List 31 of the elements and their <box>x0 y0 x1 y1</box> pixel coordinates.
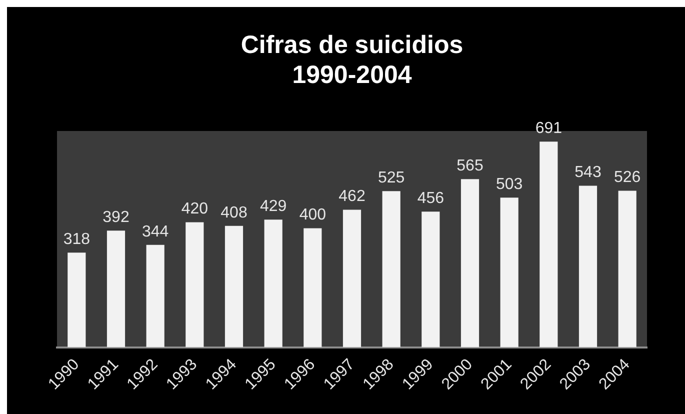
data-label: 318 <box>63 231 90 248</box>
bar <box>578 186 598 348</box>
data-label: 408 <box>220 204 248 222</box>
bar <box>422 212 440 348</box>
bar <box>146 244 164 348</box>
bar <box>264 220 282 348</box>
data-label: 392 <box>102 209 130 226</box>
bar <box>304 228 322 348</box>
bar <box>186 222 204 348</box>
data-label: 456 <box>417 190 444 207</box>
bar <box>460 179 480 348</box>
data-label: 691 <box>535 120 562 138</box>
bar <box>68 252 86 348</box>
bar <box>540 142 558 348</box>
data-label: 462 <box>338 188 366 206</box>
bar <box>618 190 636 348</box>
bar <box>500 198 518 348</box>
chart-title: Cifras de suicidios 1990-2004 <box>240 30 464 89</box>
data-label: 526 <box>614 169 641 186</box>
data-label: 344 <box>142 223 169 240</box>
bar <box>224 226 244 348</box>
data-label: 503 <box>496 176 523 194</box>
bar <box>342 210 362 348</box>
bar <box>382 191 400 348</box>
data-label: 429 <box>260 198 287 216</box>
data-label: 420 <box>181 200 208 218</box>
data-label: 565 <box>456 158 484 175</box>
data-label: 543 <box>574 164 602 182</box>
data-label: 525 <box>378 169 405 186</box>
bar <box>106 230 126 348</box>
data-label: 400 <box>299 206 326 224</box>
